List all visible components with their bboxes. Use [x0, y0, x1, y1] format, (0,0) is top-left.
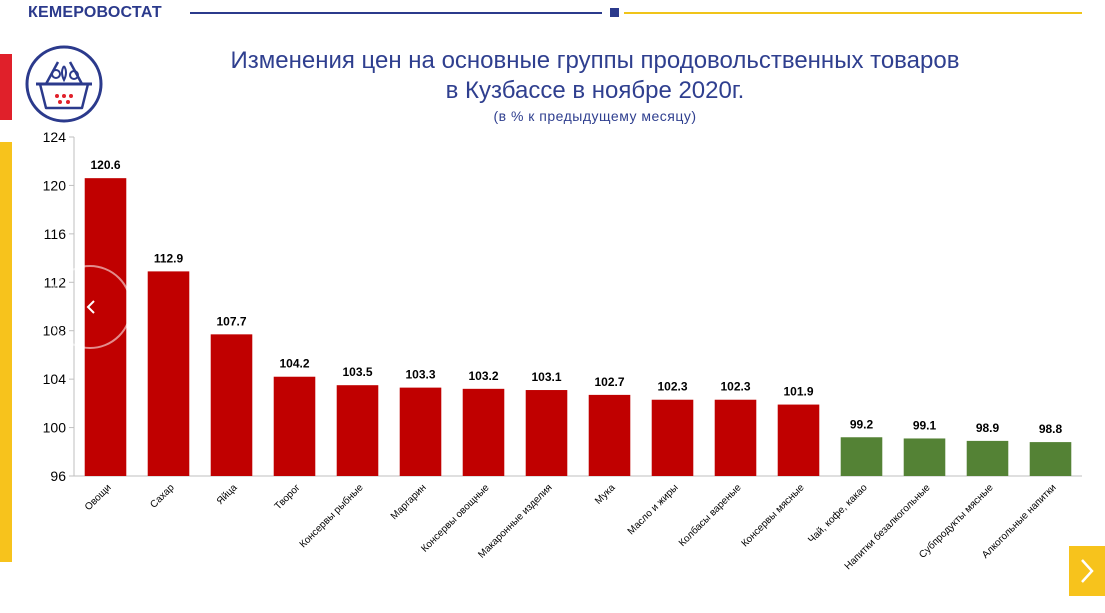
data-label: 112.9 — [154, 251, 184, 265]
y-tick-label: 96 — [50, 468, 66, 484]
side-accent-yellow — [0, 142, 12, 562]
data-labels: 120.6 112.9 107.7 104.2 103.5 103.3 103.2 103.1… — [90, 158, 1062, 436]
category-label: Сахар — [148, 482, 177, 511]
category-label: Овощи — [83, 482, 114, 513]
bar — [903, 438, 946, 476]
brand-name: КЕМЕРОВОСТАТ — [28, 4, 162, 21]
bar — [147, 271, 190, 476]
chevron-right-icon — [1081, 559, 1094, 583]
bar — [399, 387, 442, 476]
category-label: Маргарин — [389, 482, 429, 522]
bars — [84, 178, 1072, 476]
y-tick-label: 116 — [44, 226, 67, 242]
bar — [966, 440, 1009, 476]
category-label: Чай, кофе, какао — [806, 481, 870, 545]
chevron-left-icon — [86, 300, 95, 314]
y-tick-label: 100 — [43, 420, 67, 436]
header-rule-yellow — [624, 12, 1082, 14]
chart-title-line-2: в Кузбассе в ноябре 2020г. — [445, 77, 745, 104]
data-label: 103.1 — [531, 370, 561, 384]
prev-slide-button[interactable] — [48, 265, 132, 349]
category-label: Масло и жиры — [626, 482, 681, 537]
bar — [336, 385, 379, 476]
data-label: 107.7 — [216, 314, 246, 328]
bar — [651, 399, 694, 476]
bar — [714, 399, 757, 476]
data-label: 104.2 — [279, 357, 309, 371]
category-label: Колбасы вареные — [676, 481, 744, 549]
data-label: 103.2 — [468, 369, 498, 383]
grocery-basket-icon — [25, 45, 103, 123]
data-label: 102.7 — [594, 375, 624, 389]
category-label: Мука — [593, 482, 618, 507]
side-accent-red — [0, 54, 12, 120]
category-label: Творог — [273, 482, 303, 512]
data-label: 98.9 — [976, 421, 1000, 435]
category-label: Макаронные изделия — [476, 482, 554, 560]
next-slide-button[interactable] — [1069, 546, 1105, 596]
bar — [84, 178, 127, 476]
chart-title-line-1: Изменения цен на основные группы продово… — [230, 47, 960, 74]
header-square-marker — [610, 8, 619, 17]
data-label: 102.3 — [657, 380, 687, 394]
header-rule-blue — [190, 12, 602, 14]
y-tick-label: 120 — [43, 177, 67, 193]
bar — [273, 376, 316, 476]
bar — [777, 404, 820, 476]
bar — [525, 390, 568, 476]
y-tick-label: 104 — [43, 371, 67, 387]
data-label: 103.3 — [405, 368, 435, 382]
bar — [840, 437, 883, 476]
bar — [1029, 442, 1072, 476]
category-label: Консервы мясные — [740, 482, 807, 549]
bar — [210, 334, 253, 476]
data-label: 101.9 — [783, 385, 813, 399]
data-label: 120.6 — [90, 158, 120, 172]
category-label: Консервы рыбные — [297, 481, 366, 550]
category-label: Алкогольные напитки — [980, 482, 1059, 561]
data-label: 99.1 — [913, 418, 937, 432]
data-label: 102.3 — [720, 380, 750, 394]
data-label: 98.8 — [1039, 422, 1063, 436]
chart-title: Изменения цен на основные группы продово… — [160, 46, 1030, 106]
bar — [462, 388, 505, 476]
category-label: Яйца — [215, 482, 240, 507]
y-tick-label: 124 — [43, 129, 67, 145]
category-label: Консервы овощные — [419, 482, 492, 555]
bar — [588, 394, 631, 476]
chart-subtitle: (в % к предыдущему месяцу) — [493, 108, 697, 124]
data-label: 103.5 — [342, 365, 372, 379]
data-label: 99.2 — [850, 417, 874, 431]
